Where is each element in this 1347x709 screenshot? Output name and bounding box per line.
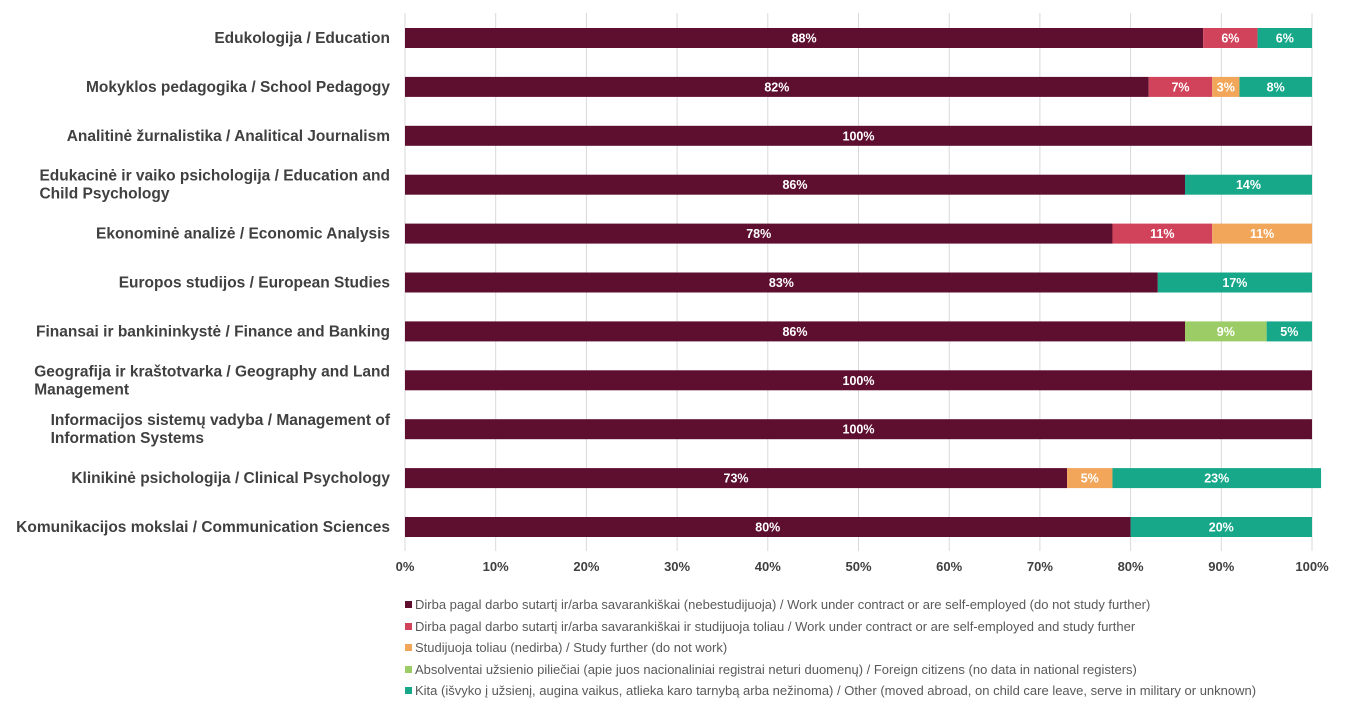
data-label: 73%	[724, 472, 749, 486]
data-label: 20%	[1209, 521, 1234, 535]
bar-segment	[1148, 76, 1213, 97]
x-tick-label: 10%	[483, 559, 509, 574]
bar-segment	[405, 272, 1158, 293]
bar-segment	[1203, 28, 1258, 48]
chart: 88% 6% 6% 82% 7% 3% 8% 100% 86% 14% 78% 11% 11% 83% 17…	[16, 13, 1329, 574]
bars	[405, 28, 1322, 537]
data-label: 8%	[1267, 80, 1285, 94]
legend-item: Dirba pagal darbo sutartį ir/arba savara…	[405, 616, 1256, 638]
legend-label: Dirba pagal darbo sutartį ir/arba savara…	[415, 597, 1151, 613]
category-label: Komunikacijos mokslai / Communication Sc…	[16, 519, 390, 536]
bar-segment	[405, 370, 1312, 391]
legend-swatch	[405, 601, 412, 609]
data-label: 80%	[755, 521, 780, 535]
data-label: 11%	[1150, 227, 1174, 241]
bar-segment	[1185, 174, 1312, 195]
bar-segment	[1112, 468, 1322, 489]
data-label: 17%	[1222, 276, 1247, 290]
legend-swatch	[405, 665, 412, 673]
data-label: 100%	[843, 129, 875, 143]
data-label: 100%	[843, 374, 875, 388]
bar-segment	[1157, 272, 1312, 293]
bar-segment	[1266, 321, 1312, 342]
x-tick-label: 20%	[573, 559, 599, 574]
x-tick-label: 60%	[936, 559, 962, 574]
legend: Dirba pagal darbo sutartį ir/arba savara…	[405, 594, 1256, 702]
legend-label: Kita (išvyko į užsienį, augina vaikus, a…	[415, 683, 1257, 699]
x-tick-label: 70%	[1027, 559, 1053, 574]
category-label: Finansai ir bankininkystė / Finance and …	[36, 323, 390, 340]
data-label: 6%	[1276, 32, 1294, 46]
legend-item: Kita (išvyko į užsienį, augina vaikus, a…	[405, 680, 1256, 702]
data-label: 9%	[1217, 325, 1235, 339]
x-tick-label: 90%	[1208, 559, 1234, 574]
data-label: 5%	[1081, 472, 1099, 486]
category-labels: Edukologija / Education Mokyklos pedagogi…	[16, 30, 391, 536]
legend-item: Studijuoja toliau (nedirba) / Study furt…	[405, 637, 1256, 659]
bar-segment	[1185, 321, 1267, 342]
data-label: 7%	[1171, 80, 1189, 94]
legend-label: Absolventai užsienio piliečiai (apie juo…	[415, 661, 1137, 677]
category-label: Edukacinė ir vaiko psichologija / Educat…	[39, 168, 390, 203]
legend-swatch	[405, 644, 412, 652]
data-label: 83%	[769, 276, 794, 290]
data-label: 14%	[1236, 178, 1261, 192]
category-label: Klinikinė psichologija / Clinical Psycho…	[71, 470, 390, 487]
bar-segment	[1212, 223, 1312, 244]
category-label: Mokyklos pedagogika / School Pedagogy	[86, 79, 390, 96]
category-label: Geografija ir kraštotvarka / Geography a…	[34, 363, 390, 398]
legend-label: Dirba pagal darbo sutartį ir/arba savara…	[415, 618, 1136, 634]
data-label: 82%	[764, 80, 789, 94]
bar-segment	[405, 223, 1113, 244]
legend-label: Studijuoja toliau (nedirba) / Study furt…	[415, 640, 728, 656]
bar-segment	[405, 517, 1131, 537]
data-label: 23%	[1204, 472, 1229, 486]
bar-segment	[405, 174, 1186, 195]
bar-segment	[1067, 468, 1113, 489]
x-tick-label: 50%	[845, 559, 871, 574]
data-label: 11%	[1250, 227, 1274, 241]
legend-item: Absolventai užsienio piliečiai (apie juo…	[405, 659, 1256, 681]
data-label: 78%	[746, 227, 771, 241]
category-label: Europos studijos / European Studies	[119, 275, 390, 292]
x-tick-label: 0%	[396, 559, 415, 574]
bar-segment	[1257, 28, 1312, 48]
bar-segment	[405, 419, 1312, 440]
data-label: 86%	[782, 178, 807, 192]
bar-segment	[405, 28, 1204, 48]
legend-swatch	[405, 622, 412, 630]
x-axis-ticks: 0% 10% 20% 30% 40% 50% 60% 70% 80% 90% 100%	[396, 559, 1329, 574]
data-label: 3%	[1217, 80, 1235, 94]
data-label: 88%	[792, 32, 817, 46]
data-label: 86%	[782, 325, 807, 339]
x-tick-label: 40%	[755, 559, 781, 574]
bar-segment	[1130, 517, 1312, 537]
bar-segment	[405, 125, 1312, 146]
bar-segment	[1239, 76, 1312, 97]
data-label: 6%	[1221, 32, 1239, 46]
category-label: Informacijos sistemų vadyba / Management…	[51, 412, 391, 447]
legend-item: Dirba pagal darbo sutartį ir/arba savara…	[405, 594, 1256, 616]
legend-swatch	[405, 687, 412, 695]
data-label: 5%	[1280, 325, 1298, 339]
bar-segment	[1112, 223, 1213, 244]
category-label: Analitinė žurnalistika / Analitical Jour…	[67, 128, 390, 145]
x-tick-label: 30%	[664, 559, 690, 574]
bar-segment	[405, 76, 1149, 97]
category-label: Edukologija / Education	[214, 30, 390, 47]
bar-labels: 88% 6% 6% 82% 7% 3% 8% 100% 86% 14% 78% 11% 11% 83% 17…	[724, 32, 1299, 535]
x-tick-label: 100%	[1295, 559, 1329, 574]
x-tick-label: 80%	[1118, 559, 1144, 574]
data-label: 100%	[843, 423, 875, 437]
bar-segment	[405, 468, 1068, 489]
bar-segment	[1212, 76, 1240, 97]
category-label: Ekonominė analizė / Economic Analysis	[96, 226, 390, 243]
bar-segment	[405, 321, 1186, 342]
